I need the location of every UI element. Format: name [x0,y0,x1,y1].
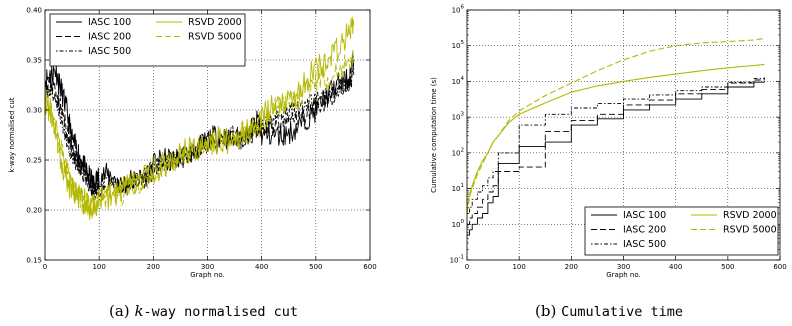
x-tick-label: 0 [43,263,47,271]
series-line-rsvd-5000 [45,50,355,216]
x-tick-label: 600 [363,263,376,271]
y-tick-label: 102 [452,147,464,157]
legend-label: IASC 100 [623,210,666,221]
x-tick-label: 100 [512,263,525,271]
series-group [467,37,765,236]
legend-box [584,206,779,256]
x-tick-label: 400 [255,263,268,271]
x-tick-label: 100 [92,263,105,271]
y-tick-label: 0.25 [26,157,42,165]
series-line-iasc-500 [45,66,355,196]
series-line-rsvd-5000 [467,37,765,214]
legend-label: RSVD 5000 [723,225,777,236]
legend-box [49,13,246,67]
x-tick-label: 500 [309,263,322,271]
caption-a-label: (a) [109,302,130,320]
caption-b-text: Cumulative time [561,304,684,320]
series-line-rsvd-2000 [467,63,765,208]
y-tick-label: 0.20 [26,207,42,215]
x-tick-label: 600 [773,263,786,271]
chart-b: 0 100 200 300 400 500 600 10-1 100 101 102 103 104 10… [430,5,787,280]
caption-a-text: -way normalised cut [143,304,298,320]
y-tick-label: 104 [452,76,465,86]
legend-label: RSVD 2000 [188,17,242,28]
chart-a: 0 100 200 300 400 500 600 0.15 0.20 0.25 0.30 0.35 0… [8,7,377,280]
y-tick-label: 103 [452,112,465,122]
legend-label: IASC 200 [88,32,131,43]
series-line-iasc-500 [467,77,765,214]
legend: IASC 100 IASC 200 IASC 500 RSVD 2000 RSVD 50… [49,13,246,67]
x-axis-label: Graph no. [190,271,225,279]
legend-label: IASC 500 [623,239,666,250]
caption-a: (a) k-way normalised cut [109,302,298,320]
legend-label: IASC 500 [88,46,131,57]
y-tick-label: 106 [452,5,465,15]
y-tick-label: 101 [452,183,464,193]
y-axis-label: k-way normalised cut [8,97,16,172]
series-group [45,17,355,221]
x-tick-label: 200 [565,263,578,271]
x-tick-label: 500 [721,263,734,271]
legend-label: RSVD 5000 [188,32,242,43]
x-tick-label: 0 [465,263,469,271]
caption-b: (b) Cumulative time [535,302,683,320]
legend: IASC 100 IASC 200 IASC 500 RSVD 2000 RSVD 50… [584,206,779,256]
caption-b-label: (b) [535,302,557,320]
y-axis-label: Cumulative computation time (s) [430,77,438,193]
y-tick-label: 105 [452,40,465,50]
series-line-iasc-200 [467,78,765,225]
legend-label: IASC 100 [88,17,131,28]
x-axis-label: Graph no. [606,271,641,279]
y-tick-label: 10-1 [450,255,464,265]
series-line-rsvd-2000 [45,17,355,221]
legend-label: RSVD 2000 [723,210,777,221]
x-tick-label: 300 [201,263,214,271]
y-tick-label: 0.30 [26,107,42,115]
series-line-iasc-100 [45,51,355,193]
x-tick-label: 400 [669,263,682,271]
y-tick-label: 100 [452,219,465,229]
x-tick-label: 300 [617,263,630,271]
figure: 0 100 200 300 400 500 600 0.15 0.20 0.25 0.30 0.35 0… [8,5,787,280]
caption-a-k: k [134,302,144,320]
legend-label: IASC 200 [623,225,666,236]
y-tick-label: 0.15 [26,257,42,265]
y-tick-label: 0.40 [26,7,42,15]
series-line-iasc-200 [45,64,355,200]
x-tick-label: 200 [147,263,160,271]
y-tick-label: 0.35 [26,57,42,65]
